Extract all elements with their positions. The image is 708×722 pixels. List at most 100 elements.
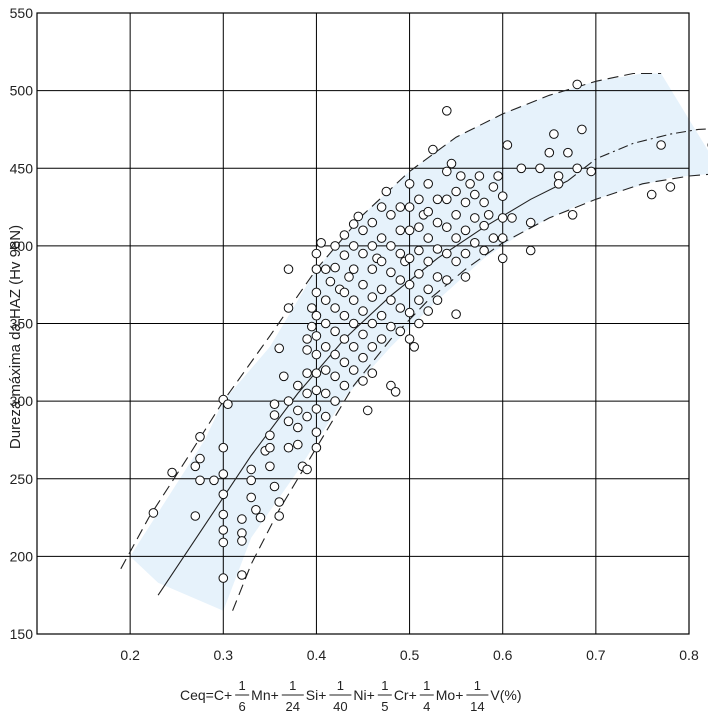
data-point [446,158,457,169]
data-point [320,264,331,275]
data-point [367,318,378,329]
data-point [497,233,508,243]
formula-element: Ni+ [353,687,374,703]
data-point [665,182,676,192]
data-point [246,475,256,486]
data-point [572,79,583,90]
data-point [246,464,256,475]
data-point [358,376,368,386]
data-point [358,352,368,363]
fraction-denominator: 14 [470,699,484,714]
data-point [283,303,294,313]
data-point [358,279,368,290]
data-point [330,396,340,406]
x-tick-label: 0.5 [400,647,420,663]
data-point [567,210,578,220]
data-point [488,182,499,192]
fraction-denominator: 6 [239,699,246,714]
data-point [311,349,322,360]
data-point [572,163,583,174]
y-tick-label: 200 [10,548,34,564]
data-point [516,163,527,174]
data-point [311,310,322,321]
x-tick-label: 0.7 [586,647,606,663]
data-point [460,225,471,236]
data-point [348,342,359,352]
y-tick-label: 400 [10,238,34,254]
data-point [302,345,312,355]
data-point [269,410,280,420]
fraction-denominator: 40 [333,699,347,714]
data-point [442,275,452,285]
data-point [404,253,415,264]
data-point [320,365,331,375]
x-tick-label: 0.4 [307,647,327,663]
fraction-denominator: 4 [423,699,430,714]
data-point [376,334,387,344]
data-point [395,202,406,212]
data-point [404,225,415,236]
data-point [646,189,657,200]
y-tick-label: 550 [10,5,34,21]
data-point [148,508,159,518]
data-point [367,342,378,352]
fraction-denominator: 5 [381,699,388,714]
data-point [293,380,303,391]
data-point [339,287,350,298]
y-tick-label: 250 [10,471,34,487]
data-point [311,385,322,396]
data-point [255,512,266,523]
data-point [442,106,452,116]
data-point [428,144,438,155]
data-point [376,310,387,321]
data-point [339,250,350,260]
data-point [451,210,461,220]
data-point [451,309,461,320]
data-point [409,342,420,352]
data-point [367,241,378,251]
data-point [563,147,573,158]
data-point [423,206,434,217]
data-point [376,284,387,295]
formula-element: Cr+ [394,687,417,703]
y-tick-label: 150 [10,626,34,642]
y-tick-label: 500 [10,83,34,99]
data-point [223,399,233,410]
y-tick-label: 300 [10,393,34,409]
data-point [358,248,368,259]
data-point [293,405,303,416]
data-point [320,342,331,352]
plot-frame [36,12,690,635]
data-point [479,245,489,256]
data-point [493,171,503,181]
data-point [293,439,303,450]
data-point [414,245,424,256]
data-point [325,276,336,287]
data-point [307,303,317,313]
data-point [367,292,378,302]
data-point [348,241,359,251]
data-point [367,368,378,379]
data-point [218,469,229,479]
data-point [474,171,485,181]
data-point [195,475,205,486]
data-point [302,464,312,475]
data-point [525,217,536,228]
data-point [404,307,415,318]
data-point [348,295,359,306]
data-point [195,453,205,464]
fraction-denominator: 24 [286,699,300,714]
data-point [442,166,452,177]
data-point [423,233,434,243]
data-point [460,248,471,259]
data-point [432,194,443,205]
data-point [395,248,406,259]
data-point [195,432,205,442]
fraction-numerator: 1 [423,678,430,693]
data-point [190,511,201,521]
fraction-numerator: 1 [381,678,388,693]
data-point [386,210,396,220]
data-point [656,140,666,150]
data-point [376,256,387,267]
data-point [283,442,294,453]
